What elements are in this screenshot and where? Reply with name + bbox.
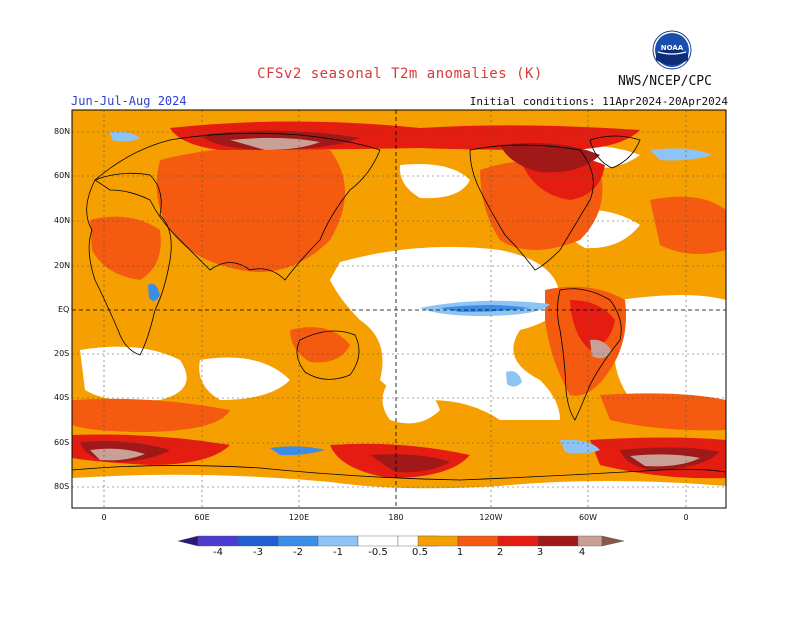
neutral-area-pacific xyxy=(330,246,560,420)
lat-label-eq: EQ xyxy=(58,305,70,314)
coastline-africa xyxy=(86,172,172,356)
colorbar-swatch xyxy=(537,535,579,547)
season-label: Jun-Jul-Aug 2024 xyxy=(71,94,187,108)
colorbar-swatch xyxy=(237,535,279,547)
map-frame xyxy=(71,109,727,509)
cold-patch-southern-indian xyxy=(270,446,325,456)
very-warm-ross xyxy=(370,454,450,473)
neutral-area-indian xyxy=(199,357,290,400)
lat-label-80s: 80S xyxy=(54,482,70,491)
neutral-area-south-atlantic xyxy=(80,346,187,402)
lon-label-0-east: 0 xyxy=(683,513,689,522)
cold-patch-nordic xyxy=(650,148,712,161)
initial-conditions-label: Initial conditions: 11Apr2024-20Apr2024 xyxy=(469,95,728,108)
extreme-warm-siberia xyxy=(230,137,320,150)
lat-label-60s: 60S xyxy=(54,438,70,447)
warm-patch-australia xyxy=(290,327,350,363)
lon-label-0: 0 xyxy=(101,513,107,522)
colorbar-label: 4 xyxy=(578,547,586,558)
neutral-area-tasman xyxy=(382,380,440,424)
neutral-area-north-pacific xyxy=(399,164,470,199)
agency-label: NWS/NCEP/CPC xyxy=(618,74,712,89)
very-warm-hudson xyxy=(500,142,600,173)
cold-patch-amundsen xyxy=(560,439,600,454)
warm-patch-africa-north xyxy=(90,216,161,280)
colorbar-upper-arrow xyxy=(601,535,625,547)
colorbar-label: 2 xyxy=(496,547,504,558)
strong-warm-brazil xyxy=(570,300,615,350)
coastline-antarctica xyxy=(72,465,726,481)
colorbar-swatch xyxy=(577,535,603,547)
coastline-south-america xyxy=(557,288,622,421)
colorbar-swatch xyxy=(197,535,239,547)
colorbar-swatch xyxy=(457,535,499,547)
colorbar-label: -2 xyxy=(293,547,303,558)
cold-patch-south-pacific xyxy=(506,371,522,387)
coastline-north-america xyxy=(469,144,594,271)
coastline-eurasia xyxy=(94,132,381,281)
colorbar-swatch xyxy=(357,535,399,547)
warm-patch-europe xyxy=(650,196,726,254)
lat-label-60n: 60N xyxy=(54,171,71,180)
extreme-warm-bellingshausen xyxy=(630,454,700,467)
lon-label-60e: 60E xyxy=(194,513,210,522)
anomaly-field xyxy=(72,110,726,508)
colorbar-label: -1 xyxy=(333,547,343,558)
colorbar xyxy=(177,535,625,547)
cold-patch-svalbard xyxy=(110,131,140,142)
colorbar-label: 3 xyxy=(536,547,544,558)
lon-label-60w: 60W xyxy=(578,513,598,522)
colorbar-label: -0.5 xyxy=(368,547,388,558)
lat-label-40s: 40S xyxy=(54,393,70,402)
colorbar-label: 0.5 xyxy=(412,547,428,558)
colorbar-label: 1 xyxy=(456,547,464,558)
coastlines xyxy=(72,132,726,481)
extreme-warm-south-america xyxy=(590,339,612,359)
colorbar-swatch xyxy=(417,535,459,547)
warm-patch-southern-ocean-east xyxy=(600,393,726,431)
cold-patch-africa xyxy=(148,283,160,301)
warm-patch-southern-ocean-west xyxy=(72,398,230,432)
colorbar-label: -3 xyxy=(253,547,263,558)
noaa-logo-text: NOAA xyxy=(661,44,684,52)
colorbar-label: -4 xyxy=(213,547,223,558)
warm-patch-eurasia xyxy=(156,146,345,272)
lat-label-20n: 20N xyxy=(54,261,71,270)
colorbar-swatch xyxy=(277,535,319,547)
colorbar-lower-arrow xyxy=(177,535,199,547)
colorbar-swatch xyxy=(317,535,359,547)
colorbar-swatch xyxy=(497,535,539,547)
lat-label-20s: 20S xyxy=(54,349,70,358)
noaa-logo: NOAA xyxy=(652,30,692,70)
lon-label-120e: 120E xyxy=(288,513,310,522)
lat-label-40n: 40N xyxy=(54,216,71,225)
coastline-greenland xyxy=(589,135,641,169)
neutral-area-atlantic xyxy=(614,295,726,424)
coastline-australia xyxy=(296,330,360,380)
neutral-area-antarctica xyxy=(72,474,726,508)
lon-label-120w: 120W xyxy=(479,513,503,522)
figure-title: CFSv2 seasonal T2m anomalies (K) xyxy=(257,66,543,82)
graticule xyxy=(72,110,726,508)
lat-label-80n: 80N xyxy=(54,127,71,136)
lon-label-180: 180 xyxy=(388,513,404,522)
